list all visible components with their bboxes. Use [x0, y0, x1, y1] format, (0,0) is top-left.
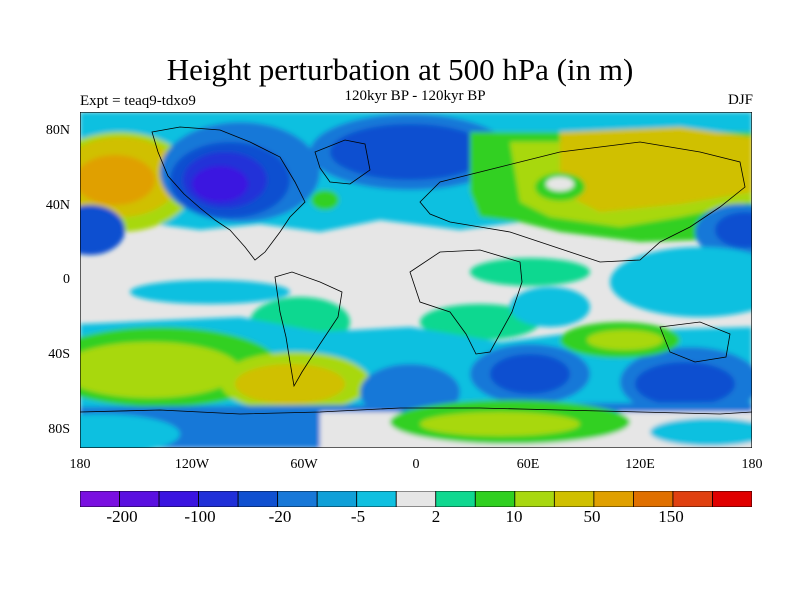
colorbar-swatch: [395, 491, 437, 507]
lat-label-40n: 40N: [45, 198, 70, 213]
lat-label-0: 0: [63, 272, 70, 287]
colorbar-label-3: -20: [268, 507, 292, 526]
lon-label-180e: 180: [741, 457, 763, 472]
lon-label-60w: 60W: [290, 457, 318, 472]
lon-label-120w: 120W: [174, 457, 210, 472]
coastlines: [80, 126, 752, 415]
south-america-coast: [274, 271, 343, 388]
colorbar-swatch: [514, 491, 555, 507]
antarctica-coast: [80, 407, 752, 415]
colorbar-swatch: [712, 491, 752, 507]
lat-label-80s: 80S: [48, 422, 70, 437]
page-title: Height perturbation at 500 hPa (in m): [166, 52, 634, 87]
colorbar-swatch: [593, 491, 634, 507]
colorbar-label-1: -200: [106, 507, 138, 526]
colorbar-swatch: [633, 491, 674, 507]
greenland-coast: [314, 139, 371, 185]
lon-label-120e: 120E: [625, 457, 655, 472]
lon-label-180w: 180: [69, 457, 91, 472]
lon-label-0: 0: [412, 457, 420, 472]
colorbar-label-5: 2: [431, 507, 441, 526]
north-america-coast: [151, 126, 306, 261]
colorbar: [80, 491, 752, 507]
contour-fills: [80, 112, 752, 448]
season-label: DJF: [727, 92, 753, 108]
colorbar-swatch: [80, 491, 120, 507]
australia-coast: [659, 321, 731, 363]
colorbar-swatch: [237, 491, 279, 507]
subtitle-label: 120kyr BP - 120kyr BP: [344, 88, 486, 104]
experiment-label: Expt = teaq9-tdxo9: [80, 93, 196, 109]
height-perturbation-map: [80, 112, 752, 448]
colorbar-swatch: [158, 491, 199, 507]
lat-label-80n: 80N: [45, 123, 70, 138]
colorbar-swatch: [672, 491, 713, 507]
colorbar-label-6: 10: [505, 507, 523, 526]
colorbar-swatch: [435, 491, 476, 507]
colorbar-swatch: [119, 491, 160, 507]
colorbar-label-4: -5: [350, 507, 366, 526]
colorbar-swatch: [474, 491, 516, 507]
colorbar-swatch: [277, 491, 318, 507]
colorbar-swatch: [316, 491, 358, 507]
colorbar-label-2: -100: [184, 507, 216, 526]
eurasia-coast: [419, 141, 746, 263]
colorbar-swatch: [553, 491, 595, 507]
lat-label-40s: 40S: [48, 347, 70, 362]
colorbar-label-7: 50: [583, 507, 601, 526]
colorbar-swatch: [198, 491, 239, 507]
colorbar-swatch: [356, 491, 397, 507]
lon-label-60e: 60E: [516, 457, 540, 472]
africa-coast: [409, 249, 523, 355]
colorbar-label-8: 150: [658, 507, 684, 526]
